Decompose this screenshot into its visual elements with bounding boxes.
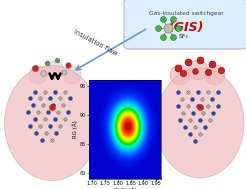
Ellipse shape (46, 61, 64, 79)
Text: (GIS): (GIS) (168, 20, 204, 33)
FancyBboxPatch shape (124, 0, 246, 49)
Text: Gas-insulated switchgear: Gas-insulated switchgear (149, 12, 223, 16)
Ellipse shape (29, 66, 47, 84)
Ellipse shape (188, 60, 208, 80)
Ellipse shape (156, 68, 244, 178)
Text: SF₆: SF₆ (179, 33, 189, 39)
Ellipse shape (63, 66, 81, 84)
Text: Insulation flaw: Insulation flaw (72, 29, 118, 57)
Ellipse shape (170, 65, 190, 85)
X-axis label: SI-NI (Å): SI-NI (Å) (114, 188, 136, 189)
Ellipse shape (205, 65, 225, 85)
Ellipse shape (4, 66, 99, 180)
Y-axis label: RG (Å): RG (Å) (73, 121, 78, 138)
